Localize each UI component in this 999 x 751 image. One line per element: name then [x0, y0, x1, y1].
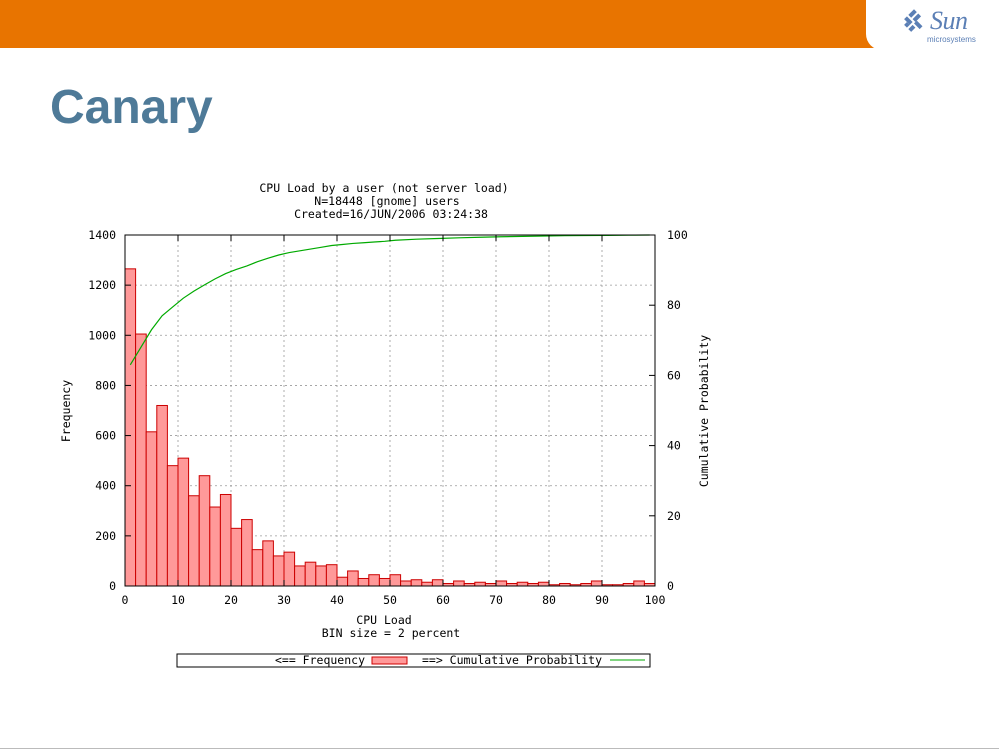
frequency-bar	[410, 579, 423, 587]
x-tick-label: 50	[383, 593, 397, 607]
frequency-bar	[347, 570, 359, 587]
y-tick-label: 1400	[88, 228, 116, 242]
frequency-bar	[368, 574, 380, 587]
frequency-bar	[495, 580, 508, 587]
x-tick-label: 70	[489, 593, 503, 607]
x-tick-label: 80	[542, 593, 556, 607]
legend: <== Frequency ==> Cumulative Probability	[176, 653, 651, 668]
chart-title-line-1: CPU Load by a user (not server load)	[259, 181, 508, 195]
y2-axis-label: Cumulative Probability	[697, 335, 711, 487]
x-tick-label: 60	[436, 593, 450, 607]
frequency-bar	[336, 576, 349, 587]
frequency-bar	[421, 581, 433, 587]
y-tick-label: 400	[95, 479, 116, 493]
frequency-bar	[633, 580, 645, 587]
y2-tick-label: 0	[667, 579, 674, 593]
frequency-bar	[272, 555, 285, 587]
frequency-bar	[198, 475, 211, 587]
footer-divider	[0, 748, 999, 749]
frequency-bar	[400, 580, 412, 587]
frequency-bar	[325, 564, 338, 587]
legend-cumulative-label: ==> Cumulative Probability	[422, 653, 602, 667]
frequency-bar	[357, 577, 370, 587]
frequency-bar	[177, 457, 190, 587]
grid-lines	[125, 235, 655, 586]
frequency-bar	[516, 581, 529, 587]
frequency-bar	[209, 506, 221, 587]
y-axis-label: Frequency	[59, 380, 73, 442]
frequency-bar	[135, 333, 147, 587]
top-banner	[0, 0, 999, 48]
frequency-bar	[294, 565, 306, 587]
chart-title-line-3: Created=16/JUN/2006 03:24:38	[294, 207, 488, 221]
logo-subtitle: microsystems	[927, 35, 976, 44]
frequency-bar	[251, 549, 264, 587]
y2-tick-label: 20	[667, 509, 681, 523]
y-tick-label: 200	[95, 529, 116, 543]
chart-title-line-2: N=18448 [gnome] users	[314, 194, 459, 208]
y-tick-label: 0	[109, 579, 116, 593]
y2-tick-label: 60	[667, 368, 681, 382]
frequency-bar	[188, 495, 200, 587]
sun-logo-icon	[904, 9, 923, 32]
cumulative-line	[129, 234, 650, 366]
logo-wordmark: Sun	[930, 6, 968, 35]
y2-tick-label: 100	[667, 228, 688, 242]
axis-ticks: 0 10 20 30 40 50 60 70 80 90 100020040060080010001…	[88, 228, 688, 607]
frequency-bar	[431, 579, 444, 587]
frequency-bar	[474, 581, 486, 587]
y2-tick-label: 40	[667, 439, 681, 453]
frequency-bar	[124, 268, 137, 587]
cumulative-probability-line	[129, 234, 650, 366]
legend-bar-swatch	[371, 656, 408, 665]
slide-title: Canary	[50, 81, 213, 134]
x-tick-label: 90	[595, 593, 609, 607]
frequency-bar	[315, 565, 327, 587]
frequency-bar	[145, 431, 158, 587]
x-tick-label: 30	[277, 593, 291, 607]
x-tick-label: 10	[171, 593, 185, 607]
x-tick-label: 0	[122, 593, 129, 607]
x-tick-label: 40	[330, 593, 344, 607]
frequency-bar	[219, 493, 232, 587]
frequency-bar	[166, 465, 179, 587]
x-tick-label: 100	[645, 593, 666, 607]
frequency-bar	[156, 404, 168, 587]
frequency-bar	[537, 581, 550, 587]
x-axis-label: CPU Load	[356, 613, 411, 627]
x-tick-label: 20	[224, 593, 238, 607]
y-tick-label: 800	[95, 378, 116, 392]
frequency-bar	[262, 540, 274, 587]
frequency-bar	[389, 574, 402, 587]
y-tick-label: 1200	[88, 278, 116, 292]
frequency-bars	[124, 268, 656, 587]
frequency-bar	[378, 577, 391, 587]
frequency-bar	[453, 580, 465, 587]
y2-tick-label: 80	[667, 298, 681, 312]
frequency-bar	[304, 561, 317, 587]
y-tick-label: 600	[95, 429, 116, 443]
frequency-bar	[283, 551, 296, 587]
x-axis-sublabel: BIN size = 2 percent	[322, 626, 460, 640]
y-tick-label: 1000	[88, 328, 116, 342]
frequency-bar	[590, 580, 603, 587]
frequency-bar	[230, 527, 243, 587]
frequency-bar	[241, 519, 253, 587]
legend-frequency-label: <== Frequency	[275, 653, 365, 667]
logo-area	[866, 0, 999, 50]
